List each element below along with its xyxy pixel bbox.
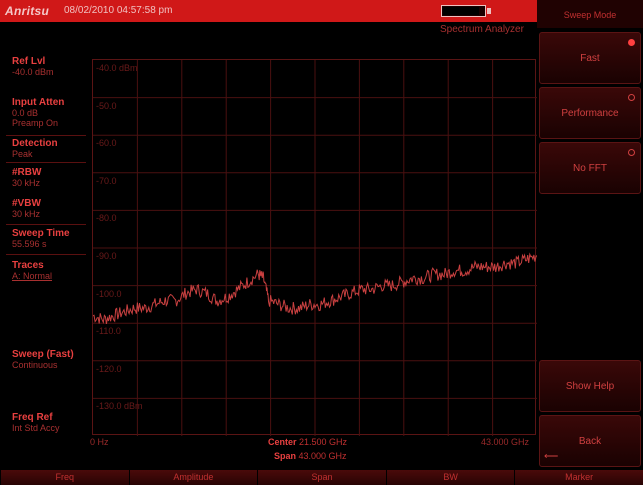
- detection-value: Peak: [12, 149, 33, 159]
- input-atten-label: Input Atten: [12, 97, 65, 108]
- sweep-block: Sweep (Fast) Continuous: [12, 349, 100, 370]
- preamp-value: Preamp On: [12, 118, 59, 128]
- span-value: 43.000 GHz: [298, 451, 347, 461]
- span-readout: Span 43.000 GHz: [274, 451, 347, 461]
- back-button[interactable]: Back ⟵: [539, 415, 641, 467]
- y-tick-label: -90.0: [96, 251, 117, 261]
- detection-label: Detection: [12, 138, 58, 149]
- radio-selected-icon: [628, 39, 635, 46]
- rbw-block: #RBW 30 kHz: [12, 167, 100, 188]
- datetime-readout: 08/02/2010 04:57:58 pm: [64, 5, 173, 16]
- battery-tip-icon: [487, 8, 491, 14]
- ref-level-block: Ref Lvl -40.0 dBm: [12, 56, 100, 77]
- center-freq-readout: Center 21.500 GHz: [268, 437, 347, 447]
- ref-level-value: -40.0 dBm: [12, 67, 54, 77]
- vbw-value: 30 kHz: [12, 209, 41, 219]
- rbw-value: 30 kHz: [12, 178, 41, 188]
- fast-button[interactable]: Fast: [539, 32, 641, 84]
- back-label: Back: [578, 435, 602, 447]
- span-label: Span: [274, 451, 297, 461]
- no-fft-button[interactable]: No FFT: [539, 142, 641, 194]
- radio-unselected-icon: [628, 94, 635, 101]
- stop-freq-label: 43.000 GHz: [481, 437, 530, 447]
- input-atten-value: 0.0 dB: [12, 108, 39, 118]
- center-value: 21.500 GHz: [299, 437, 348, 447]
- vbw-label: #VBW: [12, 198, 41, 209]
- status-bar: Anritsu 08/02/2010 04:57:58 pm: [0, 0, 537, 22]
- y-tick-label: -40.0 dBm: [96, 63, 138, 73]
- y-tick-label: -60.0: [96, 138, 117, 149]
- y-tick-label: -110.0: [96, 326, 121, 337]
- menu-marker[interactable]: Marker: [514, 470, 643, 485]
- measurement-mode: Spectrum Analyzer: [440, 24, 524, 35]
- ref-level-label: Ref Lvl: [12, 56, 46, 67]
- y-tick-label: -70.0: [96, 175, 117, 186]
- show-help-label: Show Help: [565, 380, 615, 392]
- freq-ref-value: Int Std Accy: [12, 423, 60, 433]
- battery-icon: [441, 5, 486, 17]
- input-atten-block: Input Atten 0.0 dB Preamp On: [12, 97, 100, 128]
- softkey-menu-title: Sweep Mode: [563, 10, 617, 20]
- freq-ref-label: Freq Ref: [12, 412, 53, 423]
- sweep-label: Sweep (Fast): [12, 349, 74, 360]
- sweep-time-block: Sweep Time 55.596 s: [12, 228, 100, 249]
- sweep-time-label: Sweep Time: [12, 228, 70, 239]
- divider: [6, 162, 86, 163]
- y-tick-label: -100.0: [96, 288, 122, 299]
- fast-label: Fast: [580, 52, 600, 64]
- divider: [6, 224, 86, 225]
- vbw-block: #VBW 30 kHz: [12, 198, 100, 219]
- menu-bw[interactable]: BW: [385, 470, 515, 485]
- performance-label: Performance: [561, 107, 619, 119]
- show-help-button[interactable]: Show Help: [539, 360, 641, 412]
- freq-ref-block: Freq Ref Int Std Accy: [12, 412, 100, 433]
- main-menu-bar: Freq Amplitude Span BW Marker: [0, 470, 643, 485]
- radio-unselected-icon: [628, 149, 635, 156]
- y-tick-label: -50.0: [96, 100, 117, 111]
- brand-logo: Anritsu: [5, 4, 50, 18]
- no-fft-label: No FFT: [573, 162, 607, 174]
- performance-button[interactable]: Performance: [539, 87, 641, 139]
- center-label: Center: [268, 437, 297, 447]
- spectrum-plot: [93, 60, 537, 436]
- menu-freq[interactable]: Freq: [0, 470, 129, 485]
- traces-block: Traces A: Normal: [12, 260, 100, 281]
- detection-block: Detection Peak: [12, 138, 100, 159]
- softkey-title-bar: [537, 0, 643, 28]
- traces-label: Traces: [12, 260, 44, 271]
- menu-amplitude[interactable]: Amplitude: [128, 470, 258, 485]
- spectrum-graph[interactable]: [92, 59, 537, 436]
- sweep-time-value: 55.596 s: [12, 239, 47, 249]
- start-freq-label: 0 Hz: [90, 437, 109, 447]
- rbw-label: #RBW: [12, 167, 42, 178]
- y-tick-label: -130.0 dBm: [96, 401, 143, 412]
- sweep-value: Continuous: [12, 360, 58, 370]
- trace-a-line: [93, 252, 537, 324]
- y-tick-label: -120.0: [96, 363, 122, 374]
- menu-span[interactable]: Span: [257, 470, 386, 485]
- trace-a-value[interactable]: A: Normal: [12, 271, 53, 281]
- divider: [6, 254, 86, 255]
- back-arrow-icon: ⟵: [544, 451, 559, 462]
- y-tick-label: -80.0: [96, 213, 117, 224]
- divider: [6, 135, 86, 136]
